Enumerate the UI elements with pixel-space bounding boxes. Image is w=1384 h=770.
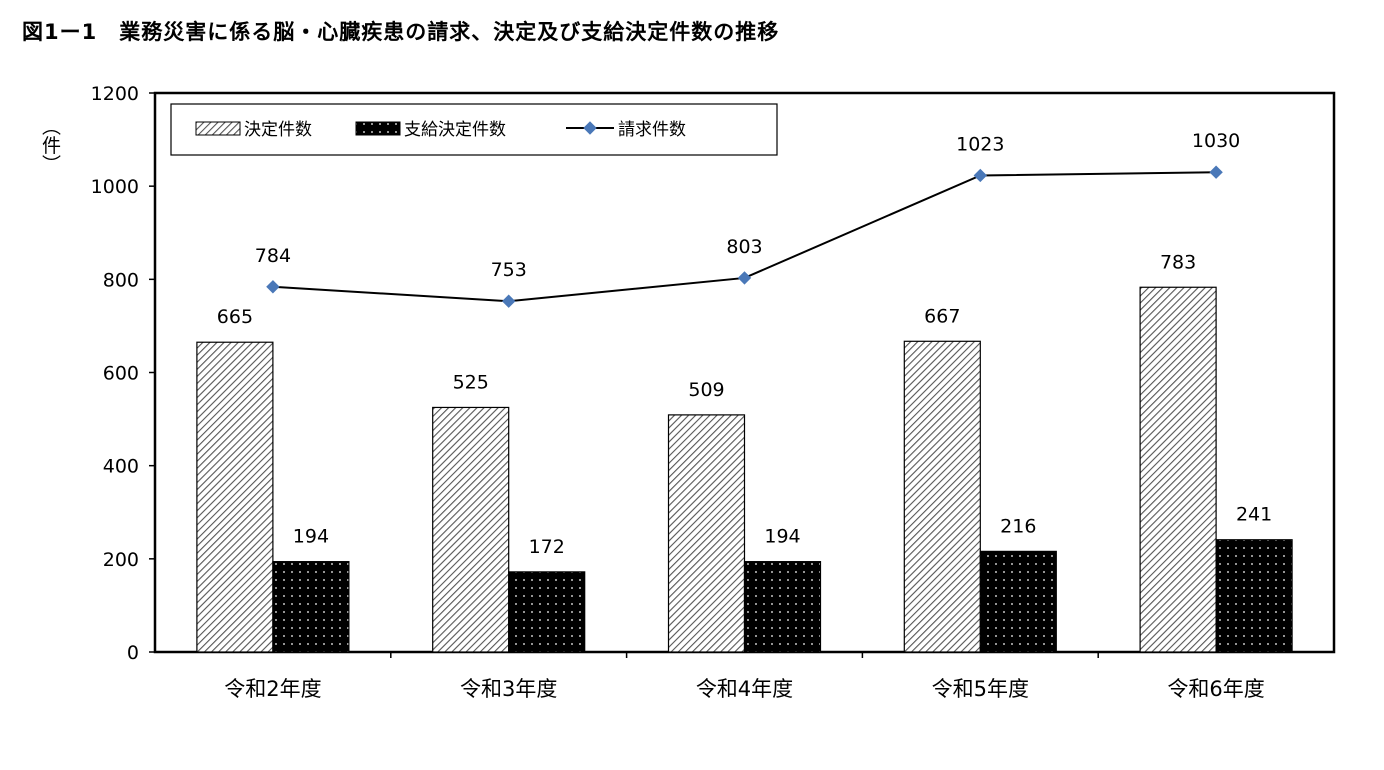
bar-data-label: 241 [1236,504,1272,526]
line-data-label: 1023 [956,133,1004,155]
legend-label-approved: 支給決定件数 [404,120,506,140]
bar-data-label: 525 [453,371,489,393]
line-data-label: 784 [255,245,291,267]
y-tick-label: 1000 [91,176,139,198]
legend-box [170,103,778,156]
bar-approved [508,571,586,653]
line-point-marker [737,271,752,285]
bar-decided [903,340,981,653]
line-point-marker [973,168,988,183]
bar-data-label: 216 [1000,515,1036,537]
bar-data-label: 172 [529,536,565,558]
line-data-label: 753 [491,259,527,281]
legend-swatch-claims-marker [583,121,597,135]
bar-data-label: 194 [764,526,800,548]
line-data-label: 1030 [1192,130,1240,152]
y-axis-label: （件） [39,117,61,174]
x-category-label: 令和4年度 [696,677,793,701]
legend-label-decided: 決定件数 [244,120,312,140]
y-tick-label: 400 [103,456,139,478]
legend-swatch-decided [195,121,241,136]
bar-data-label: 665 [217,306,253,328]
y-tick-label: 200 [103,549,139,571]
legend-swatch-approved [355,121,401,136]
bar-data-label: 194 [293,526,329,548]
bar-decided [667,414,746,653]
y-tick-label: 1200 [91,83,139,105]
chart-title: 図1ー1 業務災害に係る脳・心臓疾患の請求、決定及び支給決定件数の推移 [22,20,780,44]
y-tick-label: 800 [103,269,139,291]
legend-label-claims: 請求件数 [618,120,686,140]
line-point-marker [266,280,280,294]
bar-decided [1139,286,1217,653]
bar-approved [743,561,822,653]
y-tick-label: 0 [127,642,139,664]
x-category-label: 令和6年度 [1167,677,1264,701]
y-tick-label: 600 [103,363,139,385]
bar-decided [196,341,274,653]
bar-decided [432,406,510,653]
line-point-marker [501,294,516,308]
bar-data-label: 783 [1160,251,1196,273]
bar-approved [1215,539,1293,653]
bar-approved [979,550,1057,653]
line-point-marker [1209,165,1223,179]
x-category-label: 令和2年度 [224,677,321,701]
bar-data-label: 667 [924,305,960,327]
line-data-label: 803 [726,236,762,258]
bar-approved [272,561,350,653]
x-category-label: 令和3年度 [460,677,557,701]
bar-data-label: 509 [688,379,724,401]
x-category-label: 令和5年度 [932,677,1029,701]
